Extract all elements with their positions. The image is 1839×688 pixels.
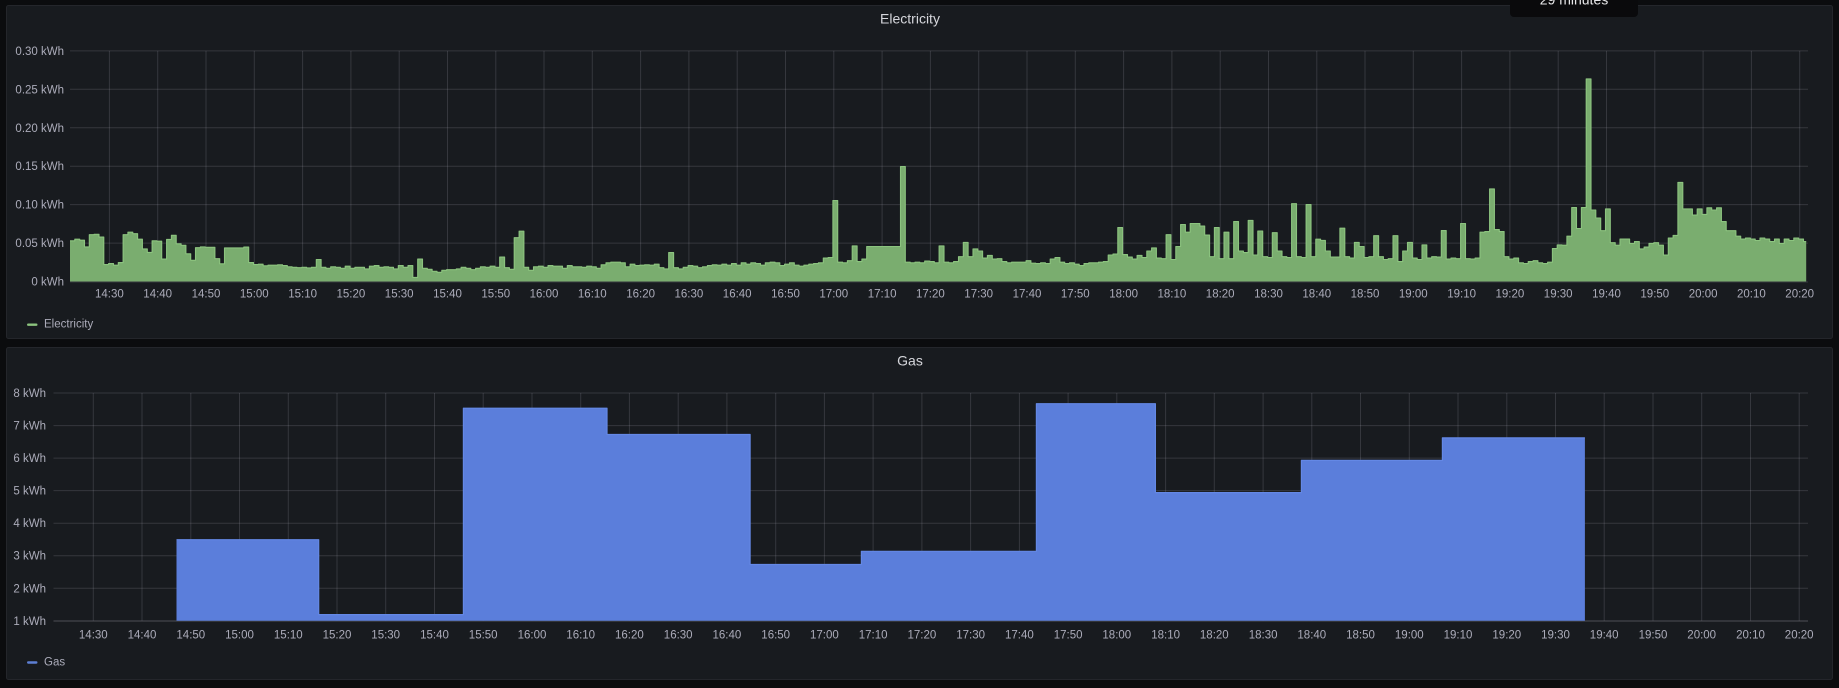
svg-text:18:00: 18:00 [1109, 289, 1138, 301]
svg-text:8 kWh: 8 kWh [13, 388, 46, 400]
svg-text:18:20: 18:20 [1206, 289, 1235, 301]
svg-text:15:00: 15:00 [225, 630, 254, 642]
svg-text:15:40: 15:40 [433, 289, 462, 301]
svg-text:20:10: 20:10 [1736, 630, 1765, 642]
svg-text:7 kWh: 7 kWh [13, 421, 46, 433]
svg-text:19:30: 19:30 [1541, 630, 1570, 642]
svg-text:14:30: 14:30 [79, 630, 108, 642]
svg-text:6 kWh: 6 kWh [13, 453, 46, 465]
svg-text:15:40: 15:40 [420, 630, 449, 642]
svg-text:17:30: 17:30 [964, 289, 993, 301]
svg-text:4 kWh: 4 kWh [13, 518, 46, 530]
svg-text:19:10: 19:10 [1444, 630, 1473, 642]
svg-text:16:10: 16:10 [578, 289, 607, 301]
svg-text:0.15 kWh: 0.15 kWh [15, 161, 64, 173]
svg-text:19:00: 19:00 [1399, 289, 1428, 301]
svg-text:Gas: Gas [897, 352, 923, 368]
svg-text:18:20: 18:20 [1200, 630, 1229, 642]
svg-text:17:00: 17:00 [810, 630, 839, 642]
svg-text:15:50: 15:50 [469, 630, 498, 642]
svg-text:18:50: 18:50 [1351, 289, 1380, 301]
svg-text:20:20: 20:20 [1785, 289, 1814, 301]
svg-text:17:40: 17:40 [1005, 630, 1034, 642]
svg-text:17:50: 17:50 [1061, 289, 1090, 301]
svg-text:14:40: 14:40 [143, 289, 172, 301]
svg-text:15:00: 15:00 [240, 289, 269, 301]
svg-text:19:50: 19:50 [1640, 289, 1669, 301]
svg-text:0.10 kWh: 0.10 kWh [15, 200, 64, 212]
svg-text:17:00: 17:00 [819, 289, 848, 301]
svg-text:19:20: 19:20 [1492, 630, 1521, 642]
svg-text:0.05 kWh: 0.05 kWh [15, 238, 64, 250]
svg-text:17:30: 17:30 [956, 630, 985, 642]
svg-text:18:30: 18:30 [1254, 289, 1283, 301]
svg-text:16:50: 16:50 [771, 289, 800, 301]
svg-text:17:20: 17:20 [908, 630, 937, 642]
svg-text:17:40: 17:40 [1013, 289, 1042, 301]
svg-text:15:20: 15:20 [323, 630, 352, 642]
svg-text:18:00: 18:00 [1102, 630, 1131, 642]
svg-text:15:10: 15:10 [288, 289, 317, 301]
svg-text:14:30: 14:30 [95, 289, 124, 301]
svg-text:Gas: Gas [44, 656, 65, 668]
svg-text:14:50: 14:50 [192, 289, 221, 301]
svg-text:18:40: 18:40 [1302, 289, 1331, 301]
svg-text:19:10: 19:10 [1447, 289, 1476, 301]
svg-text:19:30: 19:30 [1544, 289, 1573, 301]
svg-text:1 kWh: 1 kWh [13, 616, 46, 628]
svg-text:0.20 kWh: 0.20 kWh [15, 123, 64, 135]
svg-text:5 kWh: 5 kWh [13, 486, 46, 498]
svg-text:19:40: 19:40 [1592, 289, 1621, 301]
svg-text:20:00: 20:00 [1689, 289, 1718, 301]
svg-text:29 minutes: 29 minutes [1540, 0, 1608, 8]
svg-text:3 kWh: 3 kWh [13, 551, 46, 563]
svg-text:0 kWh: 0 kWh [31, 277, 64, 289]
svg-text:15:30: 15:30 [371, 630, 400, 642]
svg-text:14:50: 14:50 [176, 630, 205, 642]
svg-text:18:50: 18:50 [1346, 630, 1375, 642]
svg-text:16:00: 16:00 [530, 289, 559, 301]
svg-text:18:30: 18:30 [1249, 630, 1278, 642]
svg-text:0.30 kWh: 0.30 kWh [15, 46, 64, 58]
svg-text:Electricity: Electricity [44, 318, 93, 330]
svg-text:15:50: 15:50 [481, 289, 510, 301]
svg-text:17:50: 17:50 [1054, 630, 1083, 642]
svg-text:16:20: 16:20 [615, 630, 644, 642]
svg-text:19:00: 19:00 [1395, 630, 1424, 642]
svg-text:15:30: 15:30 [385, 289, 414, 301]
svg-text:19:20: 19:20 [1496, 289, 1525, 301]
svg-text:0.25 kWh: 0.25 kWh [15, 84, 64, 96]
svg-text:19:50: 19:50 [1639, 630, 1668, 642]
svg-text:17:10: 17:10 [868, 289, 897, 301]
svg-text:16:50: 16:50 [761, 630, 790, 642]
svg-text:16:00: 16:00 [518, 630, 547, 642]
svg-text:18:40: 18:40 [1297, 630, 1326, 642]
svg-text:16:30: 16:30 [675, 289, 704, 301]
svg-text:16:10: 16:10 [566, 630, 595, 642]
svg-text:14:40: 14:40 [128, 630, 157, 642]
svg-text:16:40: 16:40 [713, 630, 742, 642]
svg-text:2 kWh: 2 kWh [13, 583, 46, 595]
svg-text:19:40: 19:40 [1590, 630, 1619, 642]
svg-text:15:10: 15:10 [274, 630, 303, 642]
svg-text:17:10: 17:10 [859, 630, 888, 642]
svg-text:20:10: 20:10 [1737, 289, 1766, 301]
svg-text:16:40: 16:40 [723, 289, 752, 301]
svg-text:18:10: 18:10 [1151, 630, 1180, 642]
svg-text:18:10: 18:10 [1158, 289, 1187, 301]
svg-text:16:20: 16:20 [626, 289, 655, 301]
svg-text:20:00: 20:00 [1687, 630, 1716, 642]
svg-text:16:30: 16:30 [664, 630, 693, 642]
svg-text:Electricity: Electricity [880, 11, 940, 27]
svg-text:17:20: 17:20 [916, 289, 945, 301]
svg-text:20:20: 20:20 [1785, 630, 1814, 642]
svg-text:15:20: 15:20 [337, 289, 366, 301]
